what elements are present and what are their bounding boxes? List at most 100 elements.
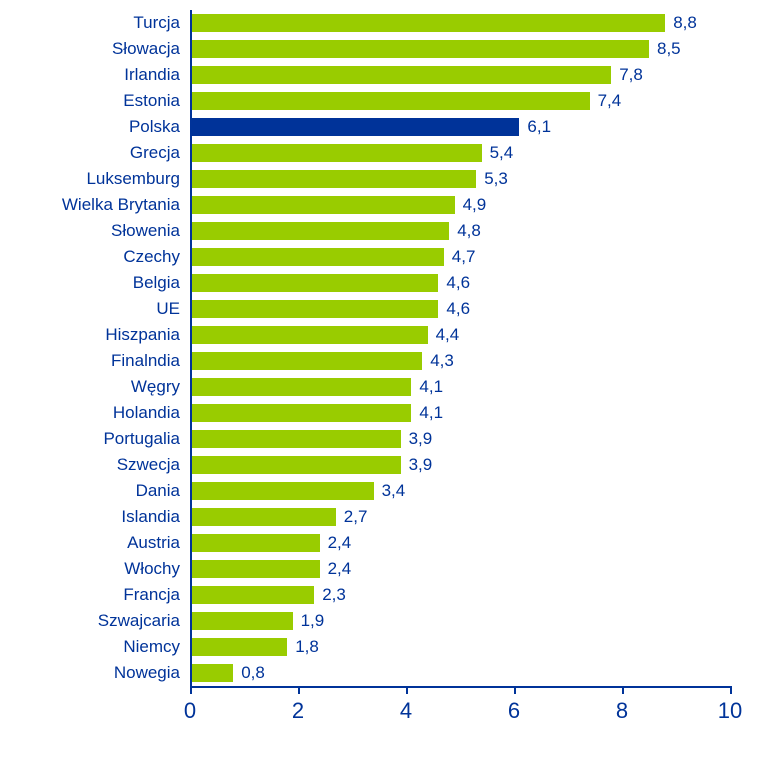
bar-row: 2,4 (190, 530, 730, 556)
category-label: Włochy (0, 556, 180, 582)
bar-row: 7,4 (190, 88, 730, 114)
horizontal-bar-chart: TurcjaSłowacjaIrlandiaEstoniaPolskaGrecj… (0, 0, 761, 759)
category-label: Wielka Brytania (0, 192, 180, 218)
bar (190, 118, 519, 136)
bar (190, 508, 336, 526)
x-tick-mark (298, 686, 300, 694)
category-label: Belgia (0, 270, 180, 296)
bar (190, 274, 438, 292)
bar (190, 404, 411, 422)
value-label: 5,3 (484, 166, 508, 192)
bar (190, 248, 444, 266)
value-label: 7,4 (598, 88, 622, 114)
category-label: Węgry (0, 374, 180, 400)
category-label: Szwecja (0, 452, 180, 478)
bar (190, 300, 438, 318)
value-label: 4,8 (457, 218, 481, 244)
category-label: Francja (0, 582, 180, 608)
category-label: Finalndia (0, 348, 180, 374)
plot-area: 8,88,57,87,46,15,45,34,94,84,74,64,64,44… (190, 10, 730, 686)
category-label: Austria (0, 530, 180, 556)
category-label: Irlandia (0, 62, 180, 88)
bar (190, 66, 611, 84)
bar-row: 1,8 (190, 634, 730, 660)
value-label: 4,1 (419, 400, 443, 426)
bar-row: 4,9 (190, 192, 730, 218)
x-tick-mark (190, 686, 192, 694)
bar-row: 5,4 (190, 140, 730, 166)
value-label: 5,4 (490, 140, 514, 166)
value-label: 6,1 (527, 114, 551, 140)
bar (190, 352, 422, 370)
value-label: 8,5 (657, 36, 681, 62)
value-label: 4,9 (463, 192, 487, 218)
category-label: Szwajcaria (0, 608, 180, 634)
value-label: 3,9 (409, 452, 433, 478)
value-label: 2,4 (328, 530, 352, 556)
bar-row: 8,5 (190, 36, 730, 62)
bar-row: 4,3 (190, 348, 730, 374)
bar (190, 378, 411, 396)
category-label: Dania (0, 478, 180, 504)
bar (190, 14, 665, 32)
bar-row: 3,4 (190, 478, 730, 504)
bar-row: 5,3 (190, 166, 730, 192)
x-tick-label: 4 (386, 698, 426, 724)
value-label: 4,1 (419, 374, 443, 400)
value-label: 3,9 (409, 426, 433, 452)
value-label: 4,6 (446, 270, 470, 296)
y-axis-line (190, 10, 192, 686)
x-tick-mark (622, 686, 624, 694)
bar-row: 4,6 (190, 296, 730, 322)
bar-row: 7,8 (190, 62, 730, 88)
bar (190, 170, 476, 188)
category-label: Holandia (0, 400, 180, 426)
bar-row: 4,4 (190, 322, 730, 348)
x-tick-label: 8 (602, 698, 642, 724)
x-tick-label: 0 (170, 698, 210, 724)
value-label: 2,3 (322, 582, 346, 608)
bar (190, 222, 449, 240)
bar-row: 4,1 (190, 400, 730, 426)
category-label: Polska (0, 114, 180, 140)
value-label: 8,8 (673, 10, 697, 36)
bar (190, 560, 320, 578)
bar-row: 1,9 (190, 608, 730, 634)
bar-row: 2,4 (190, 556, 730, 582)
bar-row: 4,1 (190, 374, 730, 400)
bar-row: 4,7 (190, 244, 730, 270)
bar (190, 430, 401, 448)
category-label: Luksemburg (0, 166, 180, 192)
category-label: Islandia (0, 504, 180, 530)
category-label: Słowenia (0, 218, 180, 244)
bar-row: 4,8 (190, 218, 730, 244)
value-label: 4,7 (452, 244, 476, 270)
value-label: 1,8 (295, 634, 319, 660)
bar (190, 612, 293, 630)
category-label: Turcja (0, 10, 180, 36)
bar-row: 2,7 (190, 504, 730, 530)
value-label: 0,8 (241, 660, 265, 686)
bar (190, 196, 455, 214)
x-tick-mark (514, 686, 516, 694)
category-label: Słowacja (0, 36, 180, 62)
category-label: Estonia (0, 88, 180, 114)
bar (190, 456, 401, 474)
bar-row: 6,1 (190, 114, 730, 140)
value-label: 3,4 (382, 478, 406, 504)
bar (190, 586, 314, 604)
bar (190, 534, 320, 552)
x-tick-mark (406, 686, 408, 694)
bar-row: 4,6 (190, 270, 730, 296)
x-axis-line (190, 686, 730, 688)
bar (190, 326, 428, 344)
bar-row: 8,8 (190, 10, 730, 36)
category-label: Niemcy (0, 634, 180, 660)
bar (190, 638, 287, 656)
category-label: Nowegia (0, 660, 180, 686)
value-label: 4,6 (446, 296, 470, 322)
bar-row: 0,8 (190, 660, 730, 686)
value-label: 7,8 (619, 62, 643, 88)
category-label: Hiszpania (0, 322, 180, 348)
bar-row: 3,9 (190, 426, 730, 452)
